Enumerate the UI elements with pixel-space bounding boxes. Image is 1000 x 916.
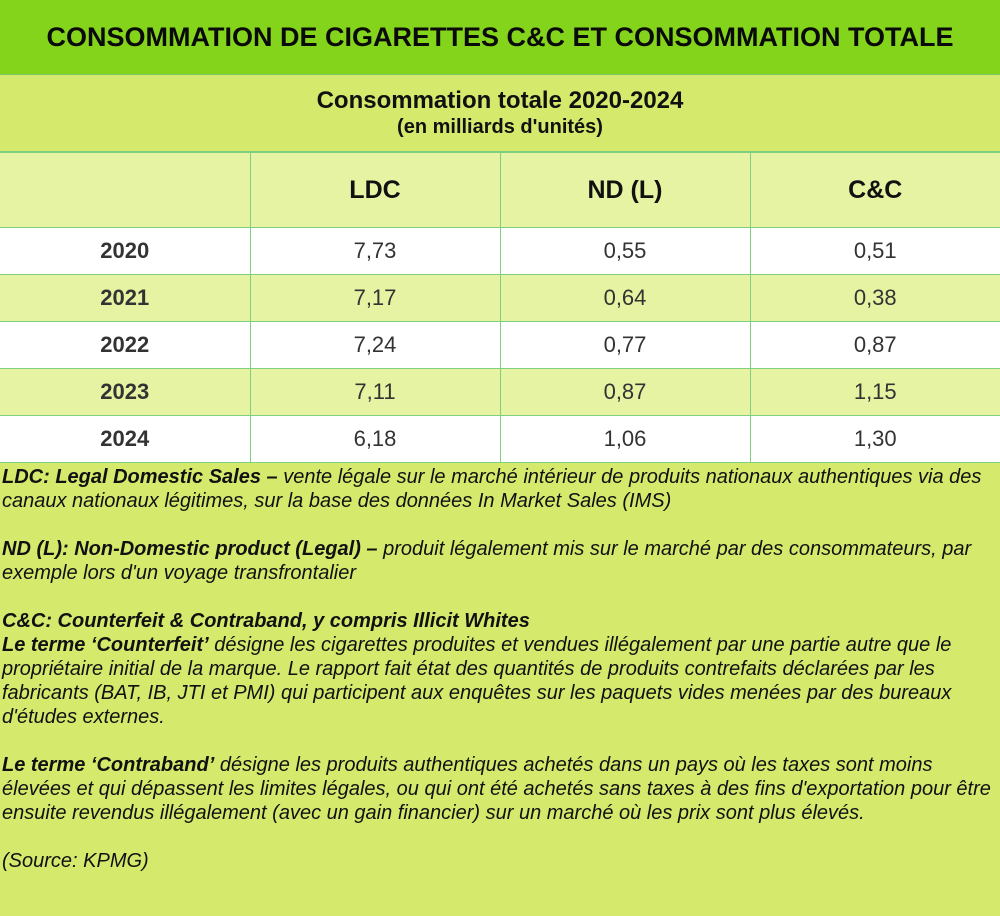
table-row: 2022 7,24 0,77 0,87	[0, 321, 1000, 369]
value-cell: 6,18	[249, 415, 501, 463]
note-text: désigne les produits authentiques acheté…	[2, 754, 991, 824]
note-term: ND (L): Non-Domestic product (Legal) –	[2, 538, 378, 560]
value-cell: 0,51	[749, 227, 1000, 275]
note-text: produit légalement mis sur le marché par…	[2, 538, 972, 584]
header-cell-year	[0, 152, 251, 228]
header-cell-cc: C&C	[749, 152, 1000, 228]
note-term: LDC: Legal Domestic Sales –	[2, 466, 278, 488]
note-term: Le terme ‘Contraband’	[2, 754, 215, 776]
year-cell: 2023	[0, 368, 251, 416]
note-ldc: LDC: Legal Domestic Sales – vente légale…	[2, 465, 998, 513]
table-row: 2023 7,11 0,87 1,15	[0, 368, 1000, 416]
header-cell-ldc: LDC	[249, 152, 501, 228]
value-cell: 7,17	[249, 274, 501, 322]
table-unit: (en milliards d'unités)	[397, 116, 603, 138]
year-cell: 2020	[0, 227, 251, 275]
value-cell: 7,24	[249, 321, 501, 369]
note-cc: C&C: Counterfeit & Contraband, y compris…	[2, 609, 998, 729]
value-cell: 1,30	[749, 415, 1000, 463]
notes: LDC: Legal Domestic Sales – vente légale…	[0, 463, 1000, 873]
value-cell: 0,87	[749, 321, 1000, 369]
value-cell: 7,11	[249, 368, 501, 416]
year-cell: 2024	[0, 415, 251, 463]
value-cell: 0,64	[499, 274, 751, 322]
note-text: désigne les cigarettes produites et vend…	[2, 634, 952, 728]
note-term: C&C: Counterfeit & Contraband, y compris…	[2, 610, 530, 632]
value-cell: 1,15	[749, 368, 1000, 416]
table-title: Consommation totale 2020-2024	[316, 87, 684, 114]
note-contraband: Le terme ‘Contraband’ désigne les produi…	[2, 753, 998, 825]
value-cell: 7,73	[249, 227, 501, 275]
source-note: (Source: KPMG)	[2, 850, 149, 872]
value-cell: 0,77	[499, 321, 751, 369]
value-cell: 0,87	[499, 368, 751, 416]
consumption-table: LDC ND (L) C&C 2020 7,73 0,55 0,51 2021 7,17 0…	[0, 152, 1000, 463]
note-term: Le terme ‘Counterfeit’	[2, 634, 209, 656]
value-cell: 0,38	[749, 274, 1000, 322]
header-cell-nd: ND (L)	[499, 152, 751, 228]
note-nd: ND (L): Non-Domestic product (Legal) – p…	[2, 537, 998, 585]
value-cell: 1,06	[499, 415, 751, 463]
table-caption: Consommation totale 2020-2024 (en millia…	[0, 75, 1000, 152]
year-cell: 2022	[0, 321, 251, 369]
page-title: CONSOMMATION DE CIGARETTES C&C ET CONSOM…	[0, 0, 1000, 75]
value-cell: 0,55	[499, 227, 751, 275]
table-row: 2020 7,73 0,55 0,51	[0, 227, 1000, 275]
header-row: LDC ND (L) C&C	[0, 152, 1000, 228]
year-cell: 2021	[0, 274, 251, 322]
table-row: 2021 7,17 0,64 0,38	[0, 274, 1000, 322]
table-row: 2024 6,18 1,06 1,30	[0, 415, 1000, 463]
note-text: vente légale sur le marché intérieur de …	[2, 466, 982, 512]
